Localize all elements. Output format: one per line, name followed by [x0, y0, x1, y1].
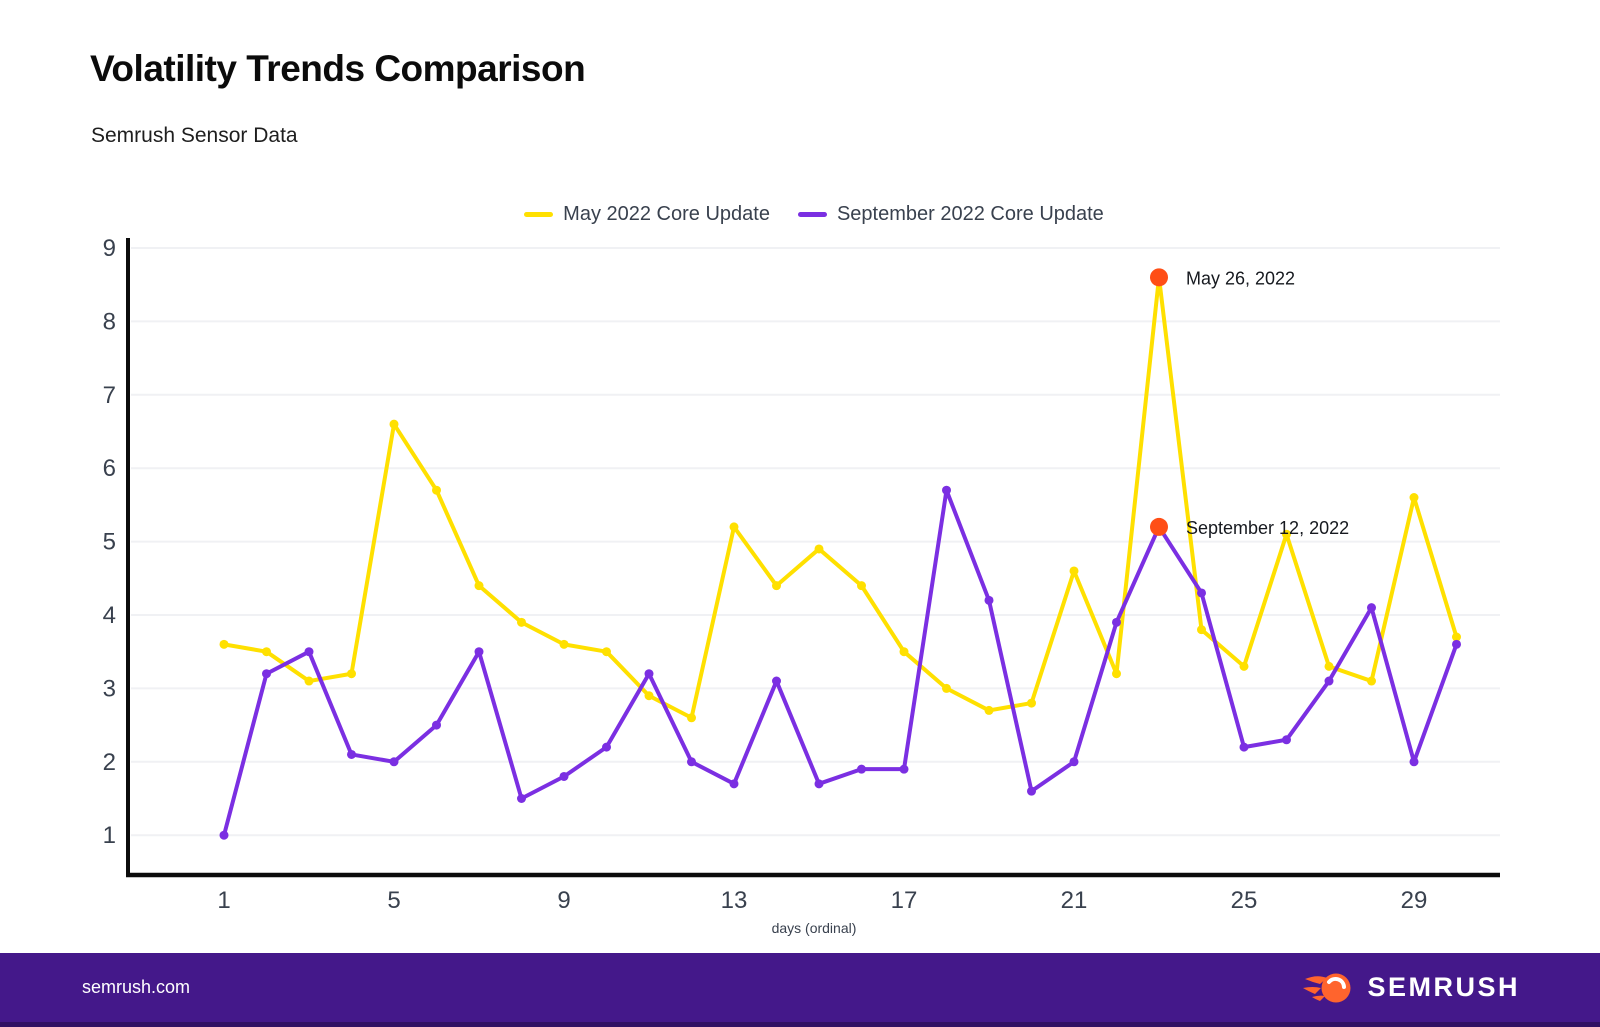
y-tick-label: 4 [103, 602, 116, 629]
data-point [1324, 661, 1334, 671]
x-tick-label: 29 [1401, 887, 1428, 914]
y-tick-label: 8 [103, 308, 116, 335]
footer-site-url: semrush.com [82, 977, 191, 997]
data-point [517, 794, 526, 803]
legend-item-september: September 2022 Core Update [797, 203, 1104, 226]
data-point [1367, 676, 1376, 686]
data-point [559, 639, 569, 649]
data-point [262, 669, 271, 679]
data-point [1069, 566, 1079, 576]
footer-brand-text: SEMRUSH [1367, 972, 1520, 1002]
x-tick-label: 1 [217, 887, 230, 914]
footer-bar: semrush.com SEMRUSH [0, 953, 1600, 1027]
data-point [1112, 669, 1121, 679]
data-point [1409, 757, 1419, 767]
data-point [1197, 588, 1206, 598]
annotation-label-1: September 12, 2022 [1186, 518, 1349, 538]
data-point [1027, 698, 1036, 708]
annotation-dot-0 [1150, 268, 1168, 287]
x-tick-label: 13 [721, 887, 748, 914]
data-point [942, 485, 951, 495]
data-point [347, 669, 356, 679]
data-point [347, 749, 356, 759]
data-point [772, 676, 781, 686]
data-point [602, 647, 611, 657]
data-point [517, 617, 526, 627]
data-point [942, 683, 951, 693]
x-tick-label: 5 [387, 887, 400, 914]
data-point [644, 669, 654, 679]
data-point [899, 764, 909, 774]
data-point [729, 779, 739, 789]
legend-label: September 2022 Core Update [836, 203, 1104, 225]
data-point [559, 771, 569, 781]
data-point [1069, 757, 1079, 767]
series-line-september [222, 488, 1459, 838]
data-point [219, 830, 229, 840]
data-point [602, 742, 611, 752]
series-line-may [222, 275, 1459, 720]
legend-swatch [797, 212, 827, 217]
legend-item-may: May 2022 Core Update [524, 203, 770, 226]
data-point [389, 757, 399, 767]
x-tick-label: 17 [891, 887, 918, 914]
data-point [857, 581, 866, 591]
data-point [219, 639, 229, 649]
volatility-line-chart: 1 2 3 4 5 6 7 8 9 1 5 9 13 17 21 25 29 days (ordinal) May … [103, 235, 1500, 936]
semrush-flame-icon [1303, 973, 1351, 1002]
data-point [729, 522, 739, 532]
x-axis-title: days (ordinal) [772, 920, 857, 936]
annotation-dot-1 [1150, 517, 1168, 536]
data-point [899, 647, 909, 657]
chart-legend: May 2022 Core Update September 2022 Core … [128, 203, 1500, 226]
data-point [687, 713, 696, 723]
annotation-label-0: May 26, 2022 [1186, 268, 1295, 288]
data-point [304, 647, 314, 657]
data-point [1239, 742, 1249, 752]
semrush-logo: SEMRUSH [1303, 966, 1520, 1010]
data-point [1409, 493, 1419, 503]
data-point [432, 485, 441, 495]
data-point [857, 764, 866, 774]
data-point [1324, 676, 1334, 686]
data-point [1452, 639, 1461, 649]
data-point [687, 757, 696, 767]
legend-swatch [524, 212, 554, 217]
x-tick-label: 25 [1231, 887, 1258, 914]
data-point [1239, 661, 1249, 671]
data-point [474, 647, 484, 657]
data-point [1282, 735, 1291, 745]
data-point [644, 691, 654, 701]
data-point [1452, 632, 1461, 642]
y-tick-label: 3 [103, 675, 116, 702]
data-point [1197, 625, 1206, 635]
legend-label: May 2022 Core Update [563, 203, 770, 225]
data-point [814, 544, 824, 554]
data-point [814, 779, 824, 789]
page-title: Volatility Trends Comparison [90, 48, 586, 89]
y-tick-label: 1 [103, 822, 116, 849]
data-point [772, 581, 781, 591]
y-tick-label: 6 [103, 455, 116, 482]
data-point [984, 595, 994, 605]
data-point [304, 676, 314, 686]
x-tick-label: 21 [1061, 887, 1088, 914]
x-tick-label: 9 [557, 887, 570, 914]
data-point [432, 720, 441, 730]
data-point [1112, 617, 1121, 627]
data-point [1282, 529, 1291, 539]
data-point [984, 705, 994, 715]
data-point [262, 647, 271, 657]
page-subtitle: Semrush Sensor Data [91, 124, 298, 147]
data-point [1027, 786, 1036, 796]
y-tick-label: 9 [103, 235, 116, 262]
data-point [389, 419, 399, 429]
y-tick-label: 7 [103, 382, 116, 409]
y-tick-label: 2 [103, 749, 116, 776]
data-point [474, 581, 484, 591]
data-point [1367, 603, 1376, 613]
y-tick-label: 5 [103, 529, 116, 556]
